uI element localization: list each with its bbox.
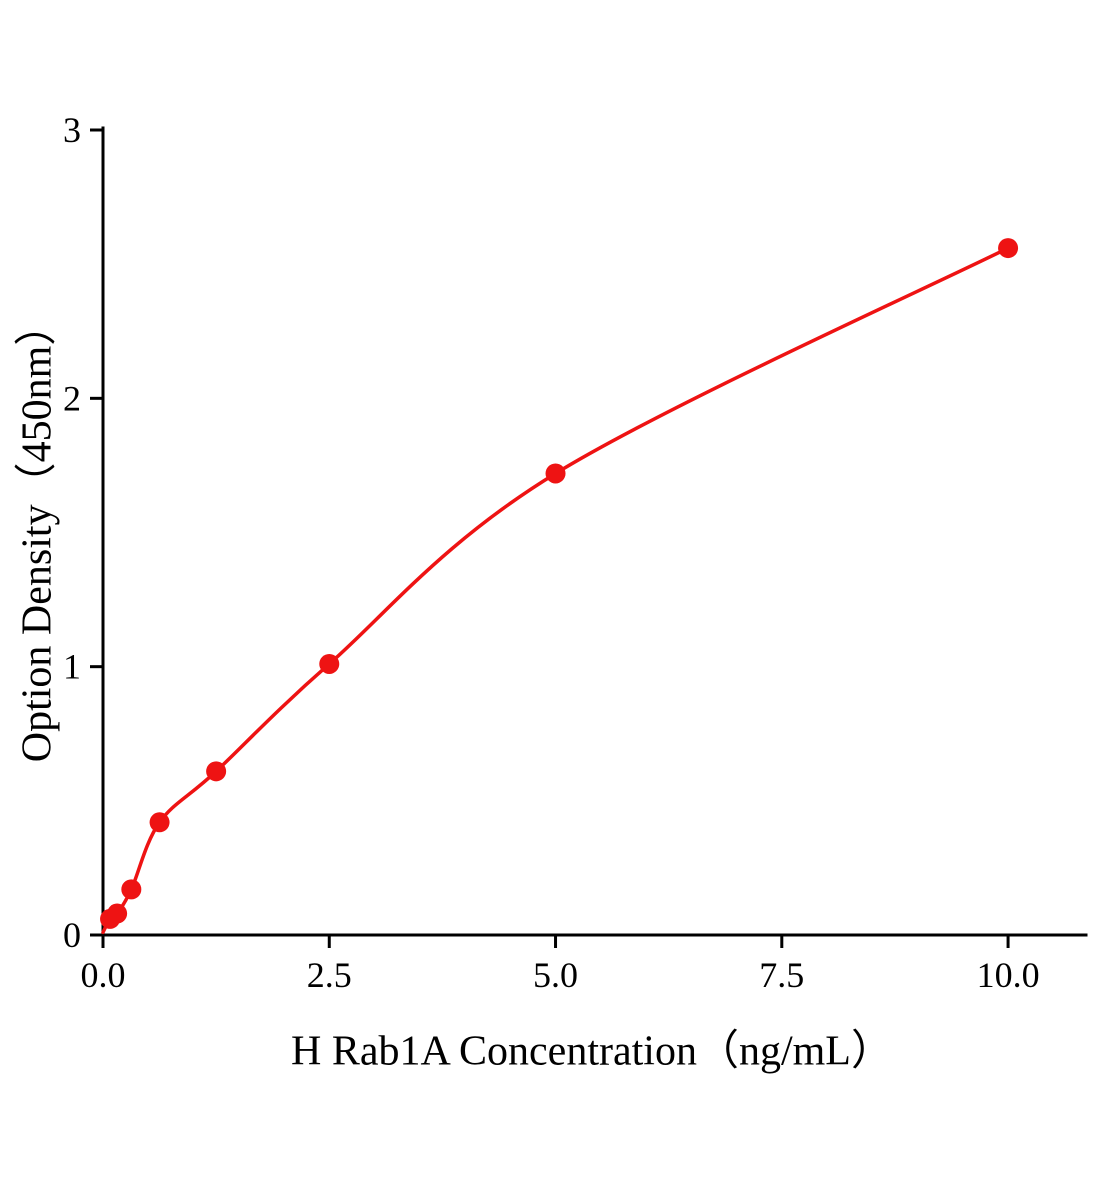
x-tick-label: 7.5 — [759, 955, 804, 995]
data-point-marker — [319, 653, 340, 674]
axis-spines — [101, 126, 1088, 937]
data-point-marker — [545, 463, 566, 484]
data-point-marker — [206, 761, 227, 782]
data-point-marker — [149, 812, 170, 833]
y-axis-title: Option Density（450nm） — [14, 303, 61, 763]
x-tick-label: 10.0 — [977, 955, 1040, 995]
y-tick-label: 3 — [63, 110, 81, 150]
y-tick-label: 0 — [63, 915, 81, 955]
x-tick-label: 0.0 — [81, 955, 126, 995]
standard-curve-line — [101, 246, 1010, 935]
y-tick-label: 2 — [63, 378, 81, 418]
data-point-marker — [107, 903, 128, 924]
x-tick-label: 5.0 — [533, 955, 578, 995]
data-point-marker — [998, 238, 1019, 259]
data-point-marker — [121, 879, 142, 900]
y-tick-label: 1 — [63, 647, 81, 687]
x-tick-label: 2.5 — [307, 955, 352, 995]
x-axis-title: H Rab1A Concentration（ng/mL） — [291, 1028, 893, 1075]
